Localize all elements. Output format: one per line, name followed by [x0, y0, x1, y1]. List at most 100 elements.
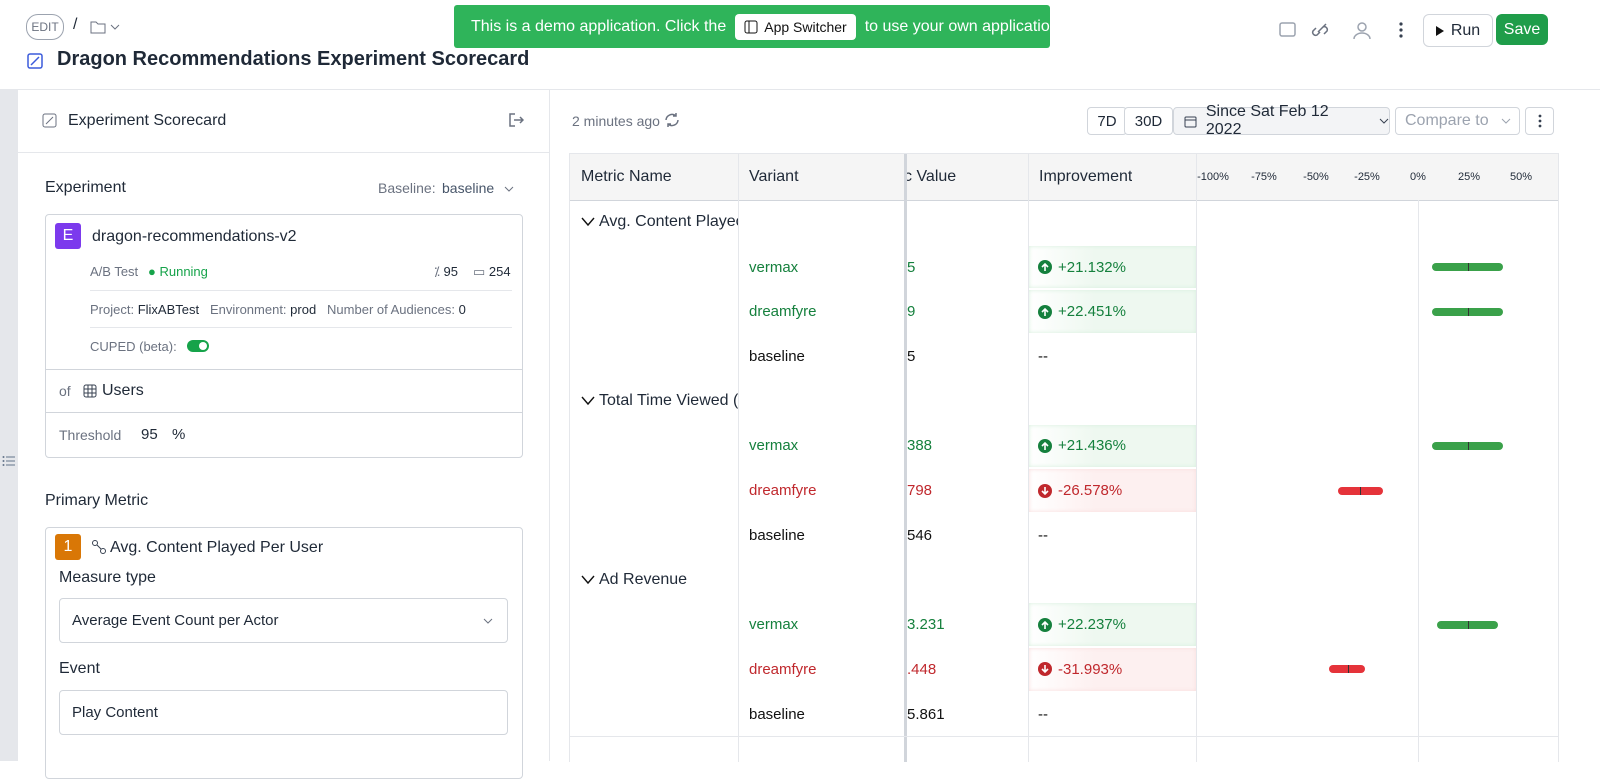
icon: ▭: [473, 264, 486, 279]
header: EDIT / Dragon Recommendations Experiment…: [0, 0, 1600, 90]
improvement-value: --: [1038, 347, 1048, 365]
metric-value: .448: [907, 660, 937, 678]
dots: [1538, 114, 1541, 128]
threshold-unit: %: [172, 426, 186, 443]
variant: baseline: [749, 526, 805, 544]
date-range[interactable]: Since Sat Feb 12 2022: [1173, 103, 1390, 138]
collapse-icon[interactable]: [508, 112, 524, 128]
improvement: --: [1029, 514, 1205, 557]
metric-name: Avg. Content Played Per User: [110, 539, 324, 556]
improvement-value: -31.993%: [1058, 660, 1123, 678]
zero-line: [1418, 200, 1419, 762]
trend-icon: [1038, 483, 1052, 498]
improvement: --: [1029, 693, 1205, 736]
page-title: Dragon Recommendations Experiment Scorec…: [57, 48, 530, 70]
app-switcher-label: App Switcher: [764, 18, 847, 35]
trend-icon: [1038, 438, 1052, 453]
measure-type-select[interactable]: Average Event Count per Actor: [59, 598, 508, 643]
environment: prod: [290, 302, 317, 317]
improvement-value: +22.237%: [1058, 616, 1126, 634]
point-estimate: [1468, 441, 1469, 450]
threshold-value[interactable]: 95: [141, 426, 158, 443]
experiment-stat: ⁒ 95: [434, 264, 458, 280]
metric-name: Ad Revenue: [599, 570, 688, 588]
rail-icon[interactable]: [2, 455, 16, 467]
measure-type-label: Measure type: [59, 569, 156, 586]
header-icons[interactable]: [1278, 20, 1413, 42]
confidence-bar: [1329, 665, 1365, 674]
axis-label: -75%: [1251, 171, 1277, 183]
column-divider: [1196, 154, 1197, 762]
baseline-select[interactable]: baseline: [442, 180, 514, 196]
range-button[interactable]: 30D: [1124, 107, 1173, 135]
point-estimate: [1348, 665, 1349, 674]
metric-name: Total Time Viewed (: [599, 392, 738, 410]
app-switcher-button[interactable]: App Switcher: [735, 13, 856, 40]
results-table: Metric Name Variant c Value Improvement -100…: [569, 153, 1559, 762]
variant: vermax: [749, 437, 799, 455]
variant: dreamfyre: [749, 660, 817, 678]
variant: baseline: [749, 705, 805, 723]
refresh-icon[interactable]: [663, 111, 681, 129]
metric-card: [45, 527, 523, 779]
column-header: c Value: [904, 168, 957, 185]
compare-select[interactable]: Compare to: [1395, 107, 1520, 135]
updated-time: 2 minutes ago: [572, 113, 660, 129]
banner-text: to use your own application.: [864, 17, 1064, 35]
table-header: [570, 154, 1558, 201]
chevron: [581, 575, 595, 585]
compare-label: Compare to: [1405, 112, 1489, 129]
metric-group[interactable]: Avg. Content Playec: [581, 200, 738, 245]
run-button[interactable]: Run: [1423, 14, 1493, 47]
improvement-value: -26.578%: [1058, 482, 1123, 500]
axis-label: -50%: [1303, 171, 1329, 183]
primary-metric-label: Primary Metric: [45, 492, 149, 509]
variant: vermax: [749, 258, 799, 276]
table-icon: [83, 384, 97, 398]
improvement-value: +21.436%: [1058, 437, 1126, 455]
edit-badge[interactable]: EDIT: [26, 14, 64, 40]
metric-group[interactable]: Total Time Viewed (: [581, 379, 738, 424]
axis-label: -100%: [1197, 171, 1229, 183]
switcher-icon: [744, 20, 758, 33]
more-button[interactable]: [1525, 107, 1554, 135]
trend-icon: [1038, 260, 1052, 275]
folder-icon[interactable]: [90, 19, 122, 35]
save-button[interactable]: Save: [1496, 14, 1548, 45]
icon: ⁒: [434, 264, 440, 279]
cuped-label: CUPED (beta):: [90, 339, 177, 354]
baseline-label: Baseline:: [378, 180, 436, 196]
metric-group[interactable]: Ad Revenue: [581, 558, 738, 603]
confidence-bar: [1432, 263, 1503, 272]
of-label: of: [59, 383, 71, 399]
improvement: -31.993%: [1029, 648, 1196, 691]
column-header: Improvement: [1039, 168, 1133, 185]
metric-value: 5: [907, 347, 916, 365]
improvement: +21.436%: [1029, 424, 1196, 468]
date-label: Since Sat Feb 12 2022: [1205, 103, 1329, 138]
demo-banner: This is a demo application. Click the Ap…: [454, 5, 1063, 48]
improvement: +22.237%: [1029, 603, 1196, 646]
event-input[interactable]: Play Content: [59, 690, 508, 735]
threshold-label: Threshold: [59, 427, 122, 443]
experiment-stat: ▭ 254: [473, 264, 511, 280]
experiment-name: dragon-recommendations-v2: [92, 228, 297, 245]
audiences: 0: [458, 302, 466, 317]
improvement-value: +22.451%: [1058, 303, 1126, 321]
metric-icon: [92, 540, 106, 554]
chevron: [581, 396, 595, 406]
point-estimate: [1468, 307, 1469, 316]
toggle-knob: [199, 342, 207, 350]
confidence-bar: [1437, 620, 1498, 629]
divider: [45, 369, 523, 370]
audiences-label: Number of Audiences:: [327, 302, 455, 317]
variant: dreamfyre: [749, 482, 817, 500]
experiment-details: Project: FlixABTest Environment: prod Nu…: [90, 302, 466, 317]
sidebar-icon: [42, 113, 57, 128]
improvement-value: --: [1038, 526, 1048, 544]
divider: [90, 327, 512, 328]
cuped-toggle[interactable]: [187, 340, 209, 352]
trend-icon: [1038, 304, 1052, 319]
range-button[interactable]: 7D: [1087, 107, 1127, 135]
